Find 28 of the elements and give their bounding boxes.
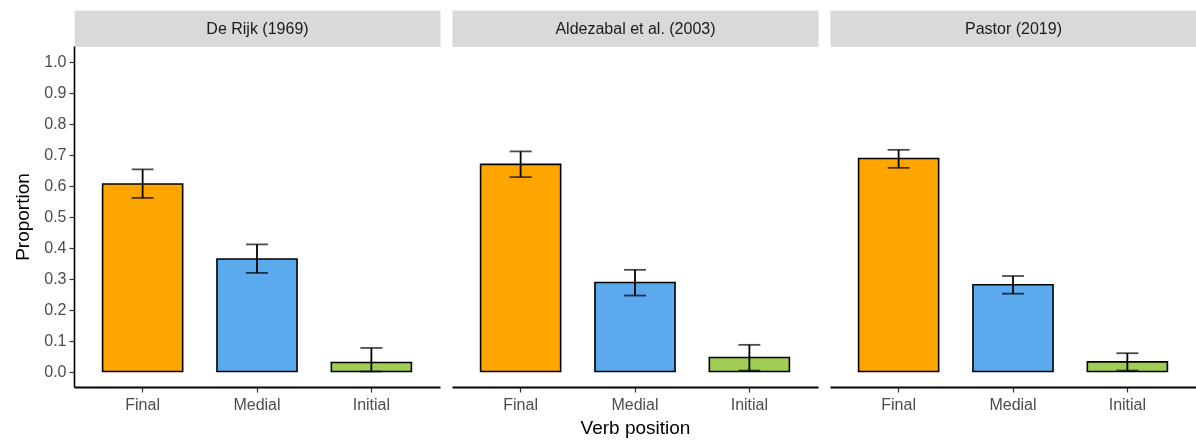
y-tick-label: 0.3 <box>44 270 67 287</box>
panel-header: Aldezabal et al. (2003) <box>452 10 819 47</box>
x-tick-label: Medial <box>989 395 1037 413</box>
y-tick-label: 0.1 <box>44 332 67 349</box>
x-tick-label: Final <box>503 395 538 413</box>
chart-title: Pastor (2019) <box>965 20 1062 37</box>
x-tick-label: Initial <box>1108 395 1147 413</box>
panel-header: Pastor (2019) <box>830 10 1196 47</box>
chart-title: Aldezabal et al. (2003) <box>555 20 716 37</box>
y-tick-label: 0.0 <box>44 363 67 380</box>
x-tick-label: Medial <box>611 395 659 413</box>
y-tick-label: 0.7 <box>44 146 67 163</box>
y-tick-label: 0.2 <box>44 301 67 318</box>
y-tick-label: 0.6 <box>44 177 67 194</box>
y-tick-label: 0.8 <box>44 115 67 132</box>
x-tick-label: Initial <box>730 395 769 413</box>
panel-header: De Rijk (1969) <box>74 10 441 47</box>
y-tick-label: 0.4 <box>44 239 67 256</box>
x-tick-label: Medial <box>233 395 281 413</box>
y-tick-label: 0.9 <box>44 84 67 101</box>
y-tick-label: 0.5 <box>44 208 67 225</box>
x-tick-label: Initial <box>352 395 391 413</box>
x-tick-label: Final <box>125 395 160 413</box>
chart-title: De Rijk (1969) <box>206 20 309 37</box>
y-tick-label: 1.0 <box>44 53 67 70</box>
x-tick-label: Final <box>881 395 916 413</box>
x-axis-title: Verb position <box>580 416 691 438</box>
y-axis-title: Proportion <box>11 173 33 261</box>
